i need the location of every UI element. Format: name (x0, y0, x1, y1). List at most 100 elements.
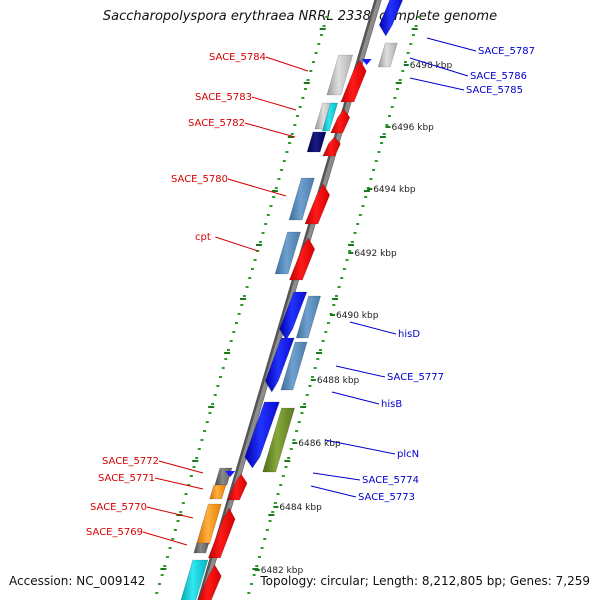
gene-label-right[interactable]: hisD (398, 329, 420, 340)
left-rail-tick (160, 574, 164, 576)
left-rail-tick (192, 466, 196, 468)
gene-label-left[interactable]: SACE_5769 (86, 527, 143, 538)
right-rail-major-tick (268, 514, 275, 516)
right-rail-tick (356, 223, 360, 225)
left-rail-major-tick (208, 406, 215, 408)
gene-label-right[interactable]: SACE_5785 (466, 85, 523, 96)
scale-label: 6486 kbp (298, 439, 341, 449)
gene-feature[interactable] (322, 136, 341, 157)
scale-major-tick (385, 126, 391, 128)
gene-feature[interactable] (214, 467, 233, 486)
gene-feature[interactable] (295, 295, 322, 339)
left-rail-tick (173, 529, 177, 531)
right-rail-major-tick (300, 406, 307, 408)
gene-label-right[interactable]: SACE_5786 (470, 71, 527, 82)
gene-label-right[interactable]: SACE_5777 (387, 372, 444, 383)
gene-label-left[interactable]: SACE_5780 (171, 174, 228, 185)
strand-marker (225, 471, 236, 477)
left-rail-tick (189, 475, 193, 477)
gene-label-right[interactable]: SACE_5773 (358, 492, 415, 503)
gene-feature[interactable] (196, 503, 222, 545)
left-rail-tick (288, 142, 292, 144)
left-rail-tick (184, 493, 188, 495)
gene-label-left[interactable]: SACE_5783 (195, 92, 252, 103)
gene-feature[interactable] (340, 59, 367, 103)
gene-feature[interactable] (326, 54, 354, 96)
gene-label-left[interactable]: SACE_5782 (188, 118, 245, 129)
gene-feature[interactable] (193, 542, 210, 554)
left-rail-tick (205, 421, 209, 423)
left-rail-tick (216, 385, 220, 387)
gene-feature[interactable] (264, 337, 295, 393)
right-rail-tick (353, 232, 357, 234)
gene-label-left[interactable]: cpt (195, 232, 211, 243)
right-rail-tick (316, 358, 320, 360)
gene-feature[interactable] (279, 291, 308, 341)
gene-label-right[interactable]: plcN (397, 449, 419, 460)
left-rail-tick (181, 502, 185, 504)
gene-feature[interactable] (378, 0, 403, 37)
leader-line (349, 321, 397, 335)
right-rail-tick (247, 592, 251, 594)
gene-feature[interactable] (321, 102, 339, 132)
leader-line (426, 37, 477, 52)
gene-feature[interactable] (280, 341, 308, 391)
gene-feature[interactable] (288, 177, 315, 221)
right-rail-tick (380, 142, 384, 144)
gene-features (180, 0, 403, 600)
gene-feature[interactable] (197, 564, 222, 600)
left-rail-tick (203, 430, 207, 432)
left-rail-tick (242, 295, 246, 297)
gene-feature[interactable] (274, 231, 301, 275)
right-rail-tick (271, 511, 275, 513)
right-rail-tick (292, 439, 296, 441)
scale-major-tick (348, 252, 354, 254)
gene-feature[interactable] (306, 131, 327, 153)
right-rail-tick (273, 502, 277, 504)
leader-line (409, 77, 465, 91)
scale-major-tick (310, 379, 316, 381)
right-rail-tick (260, 547, 264, 549)
gene-label-left[interactable]: SACE_5770 (90, 502, 147, 513)
left-rail-major-tick (271, 190, 278, 192)
left-rail-major-tick (255, 244, 262, 246)
gene-feature[interactable] (209, 484, 227, 500)
right-rail-tick (297, 421, 301, 423)
gene-feature[interactable] (262, 407, 296, 473)
gene-label-left[interactable]: SACE_5771 (98, 473, 155, 484)
gene-feature[interactable] (207, 507, 236, 559)
gene-feature[interactable] (227, 473, 248, 501)
right-rail-tick (249, 583, 253, 585)
scale-ticks: 6498 kbp 6496 kbp 6494 kbp 6492 kbp 6490 kbp… (155, 16, 452, 594)
gene-label-left[interactable]: SACE_5784 (209, 52, 266, 63)
gene-label-right[interactable]: SACE_5787 (478, 46, 535, 57)
left-rail-tick (325, 16, 329, 18)
gene-feature[interactable] (377, 42, 398, 68)
left-rail-tick (165, 556, 169, 558)
right-rail-major-tick (316, 352, 323, 354)
left-rail-tick (195, 457, 199, 459)
right-rail-tick (295, 430, 299, 432)
left-rail-tick (187, 484, 191, 486)
left-rail-tick (168, 547, 172, 549)
gene-feature[interactable] (330, 108, 351, 134)
left-rail-tick (309, 70, 313, 72)
gene-label-left[interactable]: SACE_5772 (102, 456, 159, 467)
right-rail-tick (342, 268, 346, 270)
gene-feature[interactable] (304, 183, 331, 225)
gene-feature[interactable] (244, 401, 280, 469)
right-rail-tick (374, 160, 378, 162)
right-rail-tick (308, 385, 312, 387)
left-rail-tick (319, 34, 323, 36)
gene-label-right[interactable]: SACE_5774 (362, 475, 419, 486)
scale-label: 6488 kbp (317, 376, 360, 386)
gene-feature[interactable] (180, 559, 209, 600)
right-rail-tick (324, 331, 328, 333)
left-rail-tick (248, 277, 252, 279)
gene-feature[interactable] (288, 237, 316, 281)
right-rail-tick (255, 565, 259, 567)
gene-label-right[interactable]: hisB (381, 399, 402, 410)
right-rail-tick (281, 475, 285, 477)
